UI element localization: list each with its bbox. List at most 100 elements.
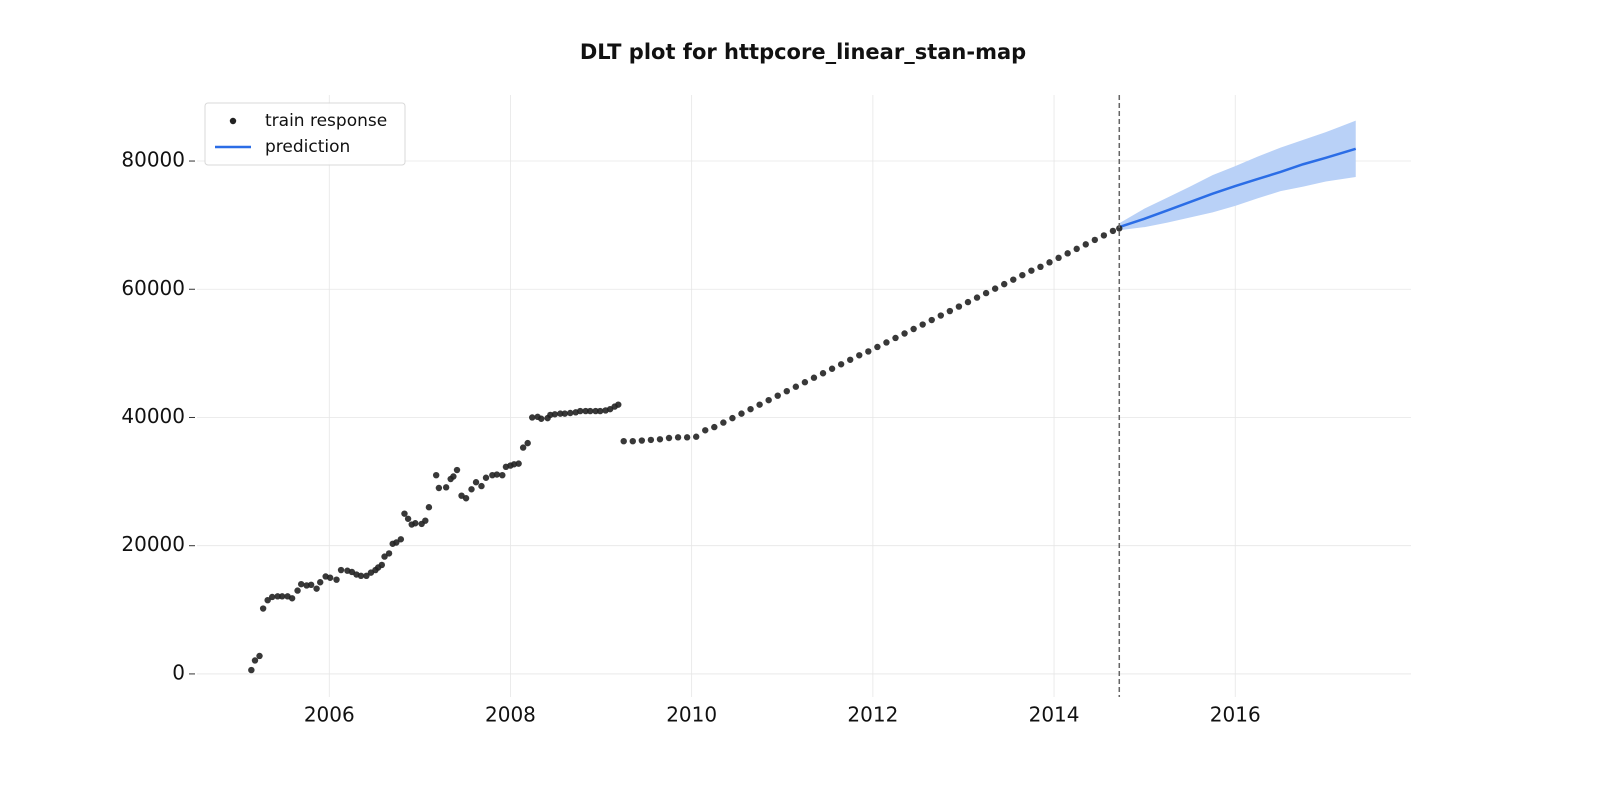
data-point bbox=[551, 411, 559, 418]
data-point bbox=[1109, 227, 1117, 235]
data-point bbox=[1037, 263, 1044, 271]
data-point bbox=[883, 339, 890, 346]
data-point bbox=[561, 410, 569, 417]
data-point bbox=[468, 486, 475, 493]
data-point bbox=[586, 407, 594, 415]
data-point bbox=[647, 436, 655, 444]
data-point bbox=[1028, 267, 1035, 274]
data-point bbox=[297, 580, 305, 588]
data-point bbox=[720, 419, 727, 426]
x-tick-label: 2006 bbox=[304, 703, 355, 727]
data-point bbox=[435, 484, 443, 492]
data-point bbox=[711, 423, 718, 431]
data-point bbox=[1082, 241, 1089, 248]
y-tick-label: 40000 bbox=[121, 404, 185, 428]
data-point bbox=[381, 553, 388, 560]
data-point bbox=[462, 495, 470, 502]
data-point bbox=[783, 387, 790, 395]
data-point bbox=[499, 471, 506, 479]
data-point bbox=[404, 515, 412, 522]
data-point bbox=[363, 572, 370, 580]
data-point bbox=[337, 566, 345, 574]
legend-swatch bbox=[229, 117, 237, 125]
data-point bbox=[425, 504, 433, 511]
data-point bbox=[557, 410, 564, 417]
data-point bbox=[937, 312, 945, 319]
data-point bbox=[837, 361, 845, 368]
data-point bbox=[1010, 276, 1017, 283]
data-point bbox=[393, 539, 400, 546]
data-point bbox=[638, 437, 646, 444]
data-point bbox=[729, 414, 736, 422]
y-tick-label: 60000 bbox=[121, 276, 185, 300]
data-point bbox=[385, 550, 393, 557]
data-point bbox=[792, 383, 800, 390]
data-point bbox=[268, 593, 276, 601]
data-point bbox=[307, 581, 315, 589]
data-point bbox=[248, 666, 255, 674]
data-point bbox=[529, 414, 536, 421]
data-point bbox=[357, 572, 365, 580]
data-point bbox=[453, 466, 461, 474]
data-point bbox=[264, 596, 271, 604]
data-point bbox=[1064, 250, 1071, 257]
data-point bbox=[1001, 280, 1008, 288]
data-point bbox=[450, 473, 457, 480]
data-point bbox=[946, 307, 954, 315]
data-point bbox=[378, 561, 386, 569]
data-point bbox=[928, 316, 935, 324]
data-point bbox=[901, 330, 908, 337]
legend-label: prediction bbox=[265, 137, 350, 157]
data-point bbox=[702, 427, 709, 434]
data-point bbox=[524, 439, 531, 447]
data-point bbox=[432, 471, 440, 479]
data-point bbox=[582, 407, 589, 415]
data-point bbox=[472, 479, 480, 486]
data-point bbox=[801, 379, 809, 386]
data-point bbox=[738, 410, 745, 417]
data-point bbox=[892, 334, 899, 342]
data-point bbox=[333, 576, 340, 583]
data-point bbox=[251, 657, 259, 664]
data-point bbox=[1100, 232, 1108, 239]
y-tick-label: 80000 bbox=[121, 148, 185, 172]
data-point bbox=[747, 405, 754, 413]
data-point bbox=[991, 285, 999, 292]
data-point bbox=[765, 396, 772, 404]
y-tick-label: 0 bbox=[172, 660, 185, 684]
data-point bbox=[615, 401, 622, 408]
data-point bbox=[620, 437, 627, 445]
data-point bbox=[313, 585, 320, 592]
prediction-line bbox=[1118, 147, 1357, 229]
data-point bbox=[274, 593, 281, 600]
data-point bbox=[810, 374, 818, 381]
data-point bbox=[982, 289, 990, 297]
data-point bbox=[910, 325, 917, 333]
data-point bbox=[774, 392, 781, 399]
legend-box bbox=[204, 102, 406, 166]
data-point bbox=[412, 520, 419, 527]
data-point bbox=[515, 460, 522, 467]
data-point bbox=[478, 482, 485, 490]
data-point bbox=[756, 401, 763, 408]
x-tick-label: 2012 bbox=[847, 703, 898, 727]
chart-title: DLT plot for httpcore_linear_stan-map bbox=[580, 40, 1026, 64]
x-tick-label: 2008 bbox=[485, 703, 536, 727]
data-point bbox=[828, 365, 836, 372]
x-tick-label: 2016 bbox=[1210, 703, 1261, 727]
data-point bbox=[294, 587, 301, 594]
prediction-band bbox=[1119, 120, 1356, 231]
data-point bbox=[317, 579, 324, 586]
data-point bbox=[1073, 245, 1080, 253]
data-point bbox=[874, 343, 881, 351]
data-point bbox=[592, 407, 599, 415]
data-point bbox=[596, 407, 604, 415]
data-point bbox=[1055, 254, 1062, 262]
legend-label: train response bbox=[265, 111, 387, 131]
data-point bbox=[422, 517, 429, 524]
data-point bbox=[442, 484, 450, 491]
data-point bbox=[665, 434, 673, 442]
data-point bbox=[397, 536, 405, 543]
data-point bbox=[288, 595, 296, 602]
